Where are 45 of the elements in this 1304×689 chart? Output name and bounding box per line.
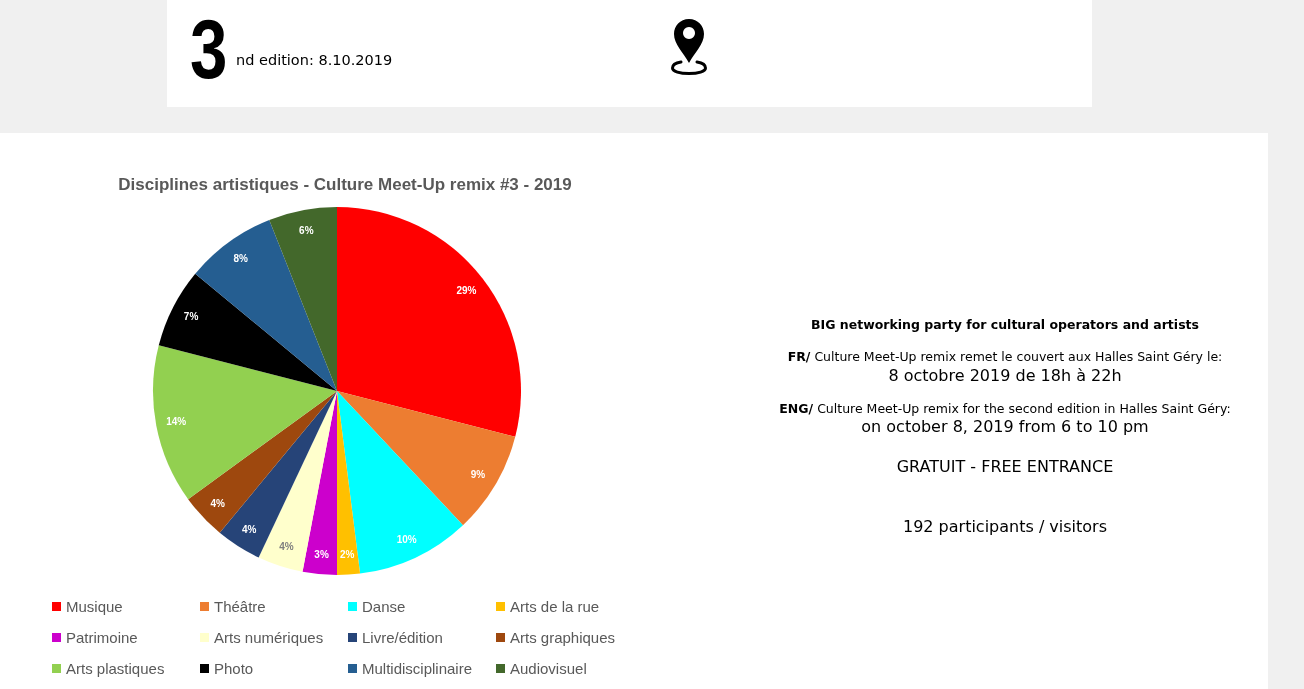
pie-slice bbox=[158, 273, 337, 391]
legend-label: Arts plastiques bbox=[66, 659, 165, 677]
chart-title: Disciplines artistiques - Culture Meet-Up remix #3 - 2019 bbox=[118, 175, 572, 194]
data-label: 4% bbox=[279, 541, 294, 553]
pie-slice bbox=[337, 207, 521, 437]
legend-label: Arts graphiques bbox=[510, 628, 616, 646]
text: 192 participants / visitors bbox=[902, 517, 1108, 537]
legend-label: Arts de la rue bbox=[510, 597, 600, 615]
data-label: 3% bbox=[314, 548, 329, 560]
text: Culture Meet-Up remix for the second edition in Halles Saint Géry: bbox=[817, 400, 1231, 416]
pie-slice bbox=[337, 391, 516, 526]
data-label: 29% bbox=[456, 285, 477, 297]
text: GRATUIT - FREE ENTRANCE bbox=[896, 457, 1114, 477]
data-label: 7% bbox=[183, 311, 199, 323]
text: on october 8, 2019 from 6 to 10 pm bbox=[861, 417, 1149, 437]
legend-label: Danse bbox=[362, 597, 406, 615]
data-label: 14% bbox=[166, 416, 187, 428]
legend-label: Livre/édition bbox=[362, 628, 443, 646]
data-label: 8% bbox=[233, 253, 249, 265]
data-label: 4% bbox=[210, 497, 225, 509]
text: 3 bbox=[190, 2, 228, 96]
data-label: 4% bbox=[242, 523, 257, 535]
data-label: 10% bbox=[396, 533, 417, 545]
text: FR/ bbox=[787, 348, 811, 364]
text: ENG/ bbox=[779, 400, 814, 416]
pie-slice bbox=[258, 391, 337, 572]
legend-label: Multidisciplinaire bbox=[362, 659, 473, 677]
pie-slice bbox=[153, 345, 337, 500]
text: Culture Meet-Up remix remet le couvert aux Halles Saint Géry le: bbox=[814, 348, 1223, 364]
legend-label: Photo bbox=[214, 659, 254, 677]
pie-slice bbox=[302, 391, 337, 575]
data-label: 6% bbox=[299, 224, 314, 236]
legend-label: Musique bbox=[66, 597, 123, 615]
data-label: 9% bbox=[470, 468, 486, 480]
pie-slice bbox=[269, 207, 337, 391]
legend-label: Arts numériques bbox=[214, 628, 324, 646]
text: nd edition: 8.10.2019 bbox=[236, 52, 393, 68]
text: BIG networking party for cultural operators and artists bbox=[811, 316, 1199, 332]
pie-slice bbox=[188, 391, 337, 533]
legend-label: Théâtre bbox=[214, 597, 266, 615]
legend-label: Audiovisuel bbox=[510, 659, 587, 677]
data-label: 2% bbox=[340, 548, 355, 560]
legend-label: Patrimoine bbox=[66, 628, 138, 646]
pie-slice bbox=[337, 391, 463, 574]
text: 8 octobre 2019 de 18h à 22h bbox=[888, 366, 1122, 386]
